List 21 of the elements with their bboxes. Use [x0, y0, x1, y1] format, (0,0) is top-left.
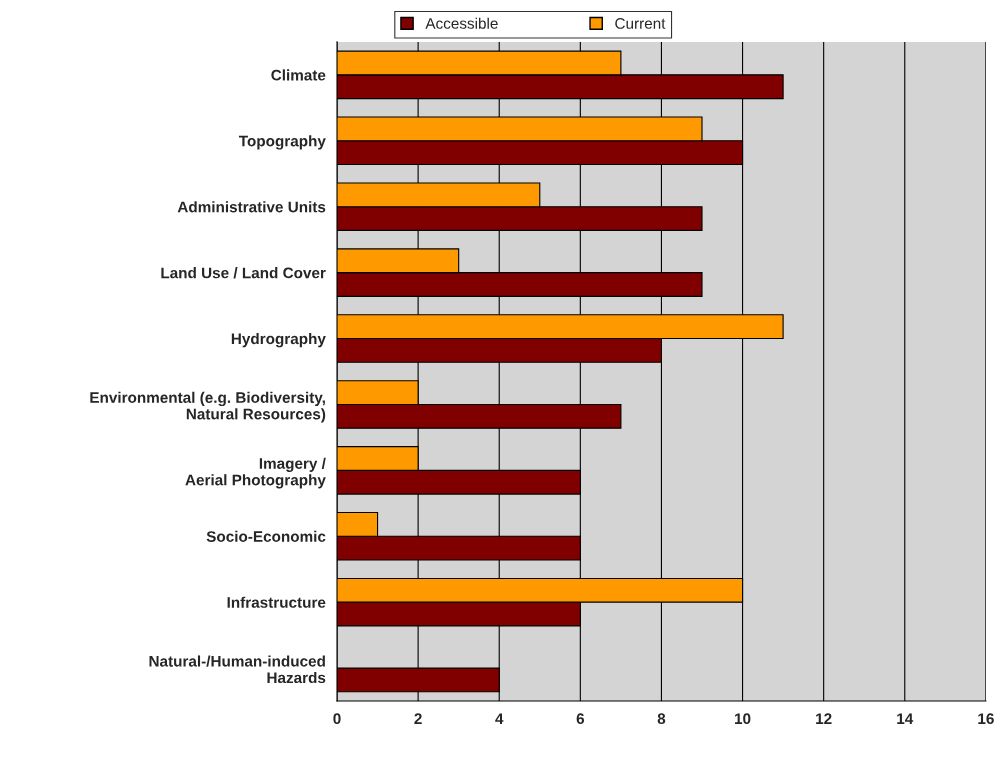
y-tick-label: Administrative Units	[177, 201, 326, 213]
y-tick-label: Natural-/Human-induced Hazards	[149, 655, 326, 684]
x-tick-label: 8	[657, 713, 666, 725]
x-tick-label: 12	[816, 713, 832, 724]
x-tick-label: 2	[414, 713, 422, 724]
x-tick-label: 10	[735, 713, 751, 725]
y-tick-label: Topography	[238, 135, 326, 150]
y-tick-label: Climate	[271, 69, 326, 81]
legend-label: Current	[615, 18, 666, 29]
y-tick-label: Environmental (e.g. Biodiversity, Natural Resources)	[90, 391, 326, 423]
y-tick-label: Infrastructure	[227, 596, 326, 608]
legend-label: Accessible	[425, 17, 498, 29]
y-tick-label: Land Use / Land Cover	[161, 267, 326, 279]
x-tick-label: 4	[495, 713, 504, 724]
x-tick-label: 14	[897, 713, 914, 724]
y-tick-label: Imagery / Aerial Photography	[185, 457, 326, 489]
x-tick-label: 0	[333, 713, 341, 725]
x-tick-label: 16	[978, 713, 994, 725]
y-tick-label: Hydrography	[231, 332, 326, 348]
x-tick-label: 6	[576, 713, 585, 725]
y-tick-label: Socio-Economic	[206, 530, 326, 542]
